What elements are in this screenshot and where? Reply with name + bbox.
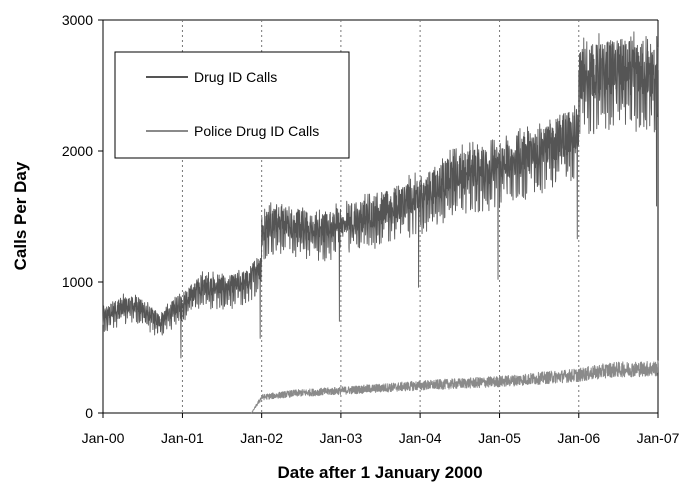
x-axis-title: Date after 1 January 2000 — [277, 463, 482, 482]
x-tick-label-Jan-01: Jan-01 — [161, 430, 204, 446]
legend: Drug ID Calls Police Drug ID Calls — [114, 51, 350, 159]
y-tick-label-3000: 3000 — [62, 12, 93, 28]
legend-label-police-drug-id-calls: Police Drug ID Calls — [194, 123, 319, 139]
x-tick-label-Jan-03: Jan-03 — [319, 430, 362, 446]
x-tick-label-Jan-06: Jan-06 — [557, 430, 600, 446]
y-tick-label-1000: 1000 — [62, 274, 93, 290]
x-tick-label-Jan-04: Jan-04 — [399, 430, 442, 446]
legend-box — [114, 51, 350, 159]
series-line-drug-id-calls — [102, 31, 659, 359]
y-tick-label-0: 0 — [85, 405, 93, 421]
x-tick-label-Jan-07: Jan-07 — [637, 430, 680, 446]
series-lines — [102, 31, 659, 414]
x-tick-label-Jan-05: Jan-05 — [478, 430, 521, 446]
series-line-police-drug-id-calls — [251, 360, 659, 414]
x-tick-label-Jan-02: Jan-02 — [240, 430, 283, 446]
legend-label-drug-id-calls: Drug ID Calls — [194, 69, 277, 85]
x-tick-label-Jan-00: Jan-00 — [82, 430, 125, 446]
y-tick-label-2000: 2000 — [62, 143, 93, 159]
y-axis-title: Calls Per Day — [11, 161, 30, 270]
axis-ticks: Jan-00 Jan-01 Jan-02 Jan-03 Jan-04 Jan-05 Jan-… — [62, 12, 680, 446]
